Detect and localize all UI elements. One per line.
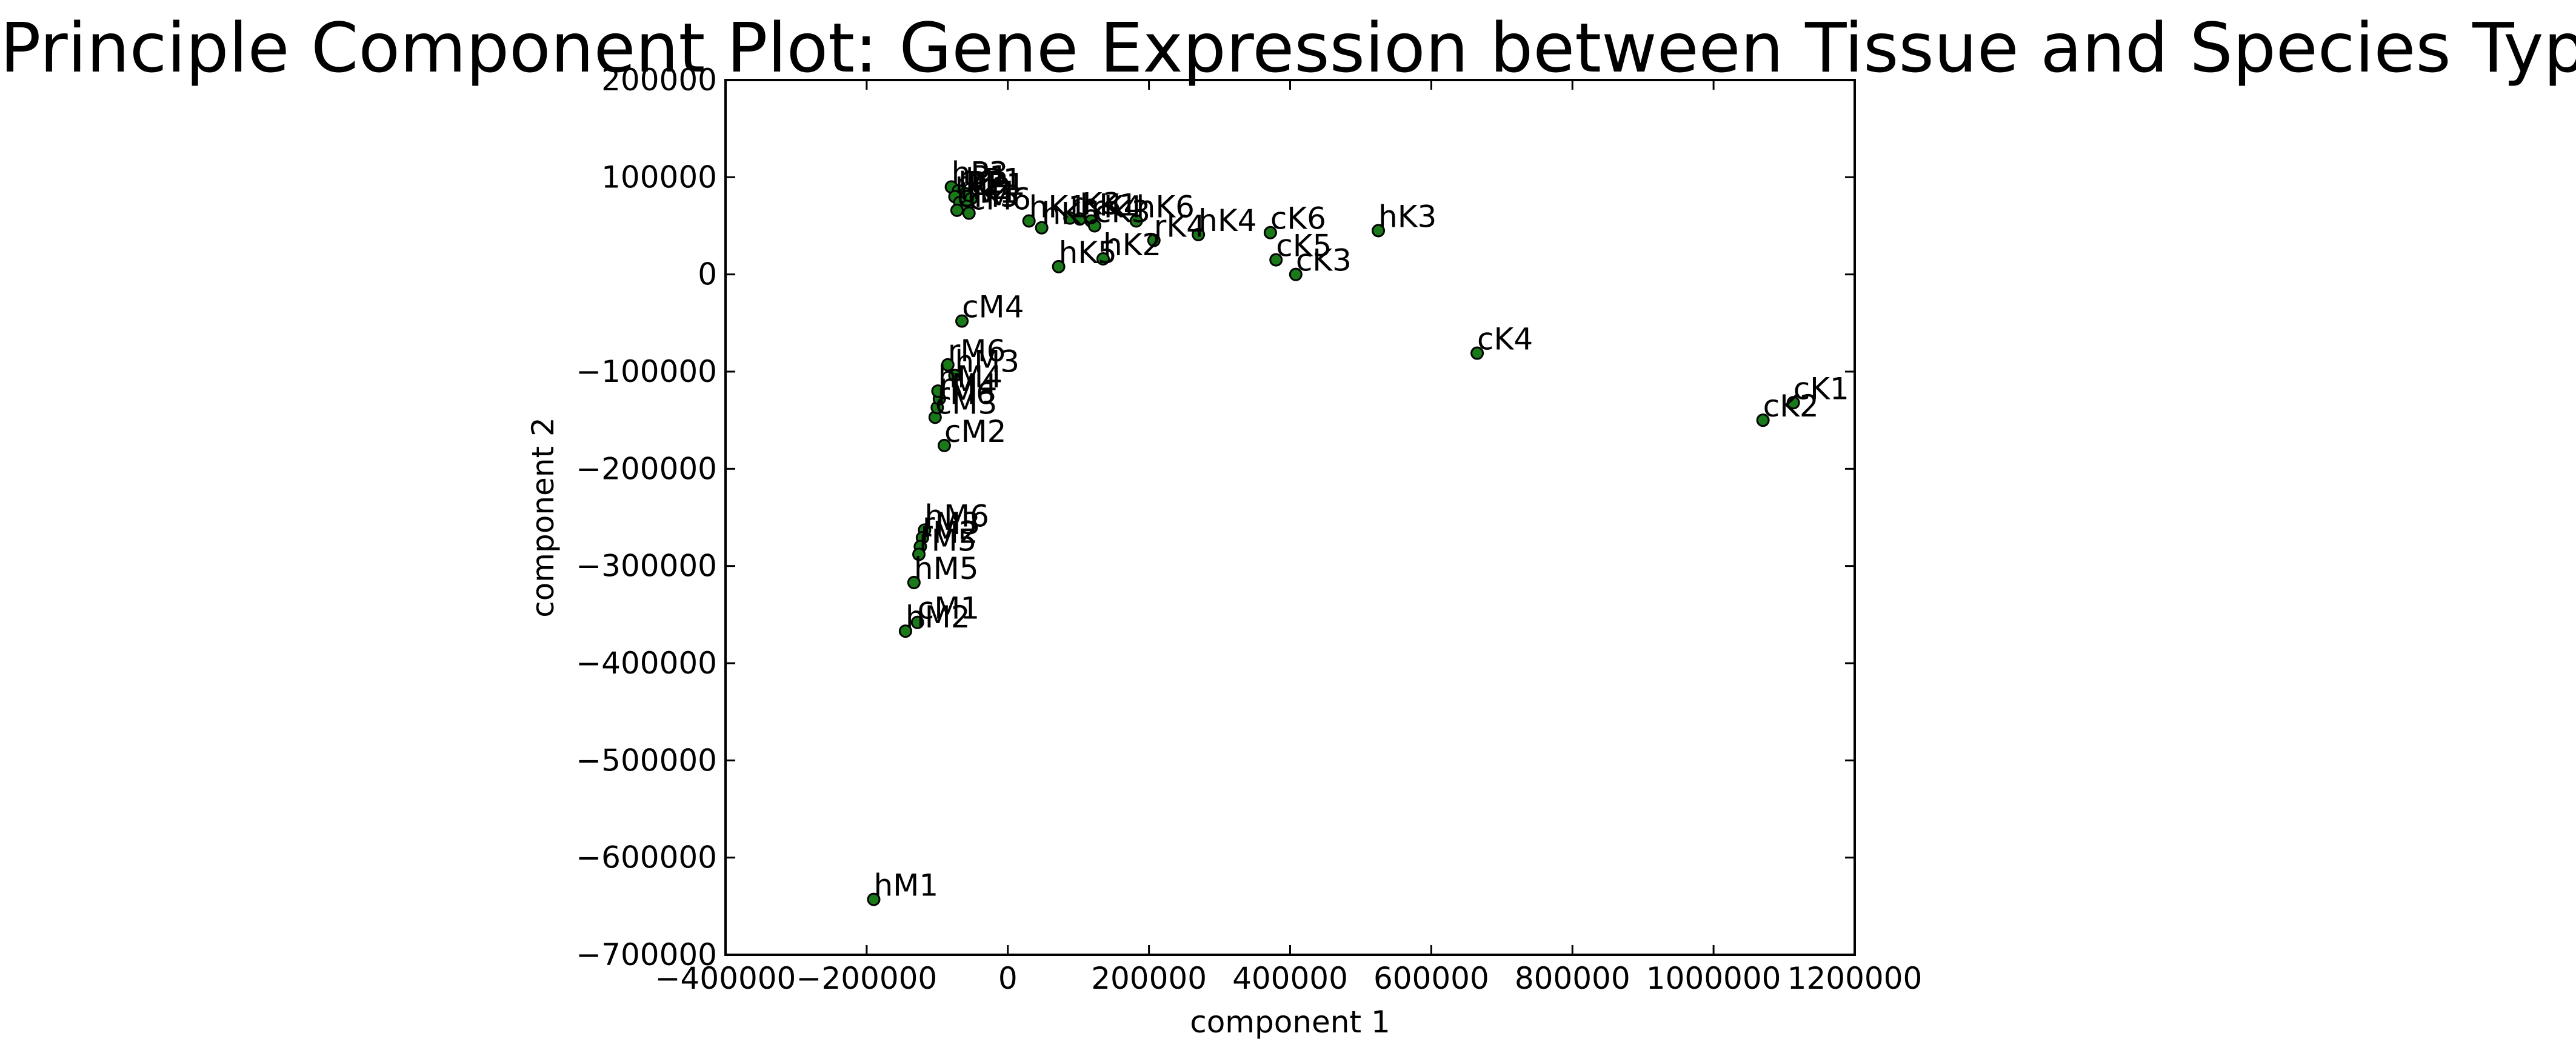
data-point-label: hK1 [1029,189,1087,224]
data-point-label: hM1 [874,868,939,903]
data-point [1470,346,1484,360]
y-tick-label: −400000 [576,646,717,681]
data-point-label: hK6 [1136,189,1195,224]
x-tick-label: −200000 [796,961,937,996]
data-point [955,314,969,328]
data-point-label: rK4 [1154,209,1206,244]
data-point [1147,233,1161,247]
y-tick-label: 0 [698,257,717,292]
data-point [1372,224,1386,238]
data-point-label: hK2 [1103,227,1161,262]
data-point-label: rK4 [1091,189,1143,224]
data-point-label: cK4 [1477,322,1533,357]
plot-frame [724,79,1856,956]
y-axis-title: component 2 [526,417,561,618]
data-point-label: hK4 [1198,203,1256,238]
data-point [912,547,926,561]
data-point-label: hK3 [1378,199,1436,235]
ticks-layer: −400000 −200000 0 200000 400000 600000 800000 1… [576,62,1922,996]
data-point [1269,253,1283,267]
x-tick-label: 800000 [1515,961,1630,996]
data-point-label: rM6 [937,376,995,411]
data-point-label: cM6 [969,182,1031,217]
data-point-label: rK1 [967,175,1018,210]
data-point [962,206,976,220]
data-point-label: hP1 [966,162,1023,198]
data-point [937,438,951,452]
data-point [898,624,912,638]
data-point-label: rM6 [948,333,1006,369]
y-tick-label: −500000 [576,743,717,778]
point-labels-layer: hM1hM2cM1hM5hM6rM3rM2rM5cM2cM3rM6rM4hM4h… [874,155,1849,903]
y-tick-label: 100000 [601,159,717,195]
data-point [941,358,955,372]
y-tick-label: −200000 [576,451,717,486]
data-point-label: cK6 [1270,201,1326,236]
data-point-label: rM3 [923,506,981,541]
data-point-label: cK3 [1095,195,1150,230]
x-tick-label: 400000 [1232,961,1348,996]
data-point [1263,226,1277,239]
x-tick-label: 200000 [1091,961,1207,996]
data-point-label: cK5 [1276,229,1332,264]
data-point [910,615,924,629]
data-point-label: hK6 [1042,196,1100,232]
x-axis-title: component 1 [1190,1005,1390,1040]
y-tick-label: −300000 [576,549,717,584]
data-point-label: hK1 [1080,187,1138,222]
data-point-label: hM5 [914,551,979,586]
x-tick-label: −400000 [655,961,796,996]
data-point [1035,221,1049,235]
x-tick-label: 600000 [1373,961,1489,996]
data-point-label: cK2 [1763,389,1819,424]
y-tick-label: −600000 [576,840,717,875]
data-point-label: rP1 [958,159,1009,195]
data-point-label: rM4 [939,367,998,403]
data-point-label: hM2 [906,600,970,635]
data-point [1192,227,1206,241]
data-point-label: rK3 [1070,187,1121,222]
data-point [1129,214,1143,228]
data-point-label: cM5 [957,179,1019,214]
data-point-label: rK2 [960,171,1012,206]
data-point [867,892,881,906]
data-point-label: hP3 [952,155,1009,190]
y-tick-label: −100000 [576,354,717,389]
data-point-label: cM2 [944,414,1006,449]
data-point-label: rM2 [920,515,978,550]
data-point [907,575,921,589]
data-point-label: hM3 [955,344,1019,379]
data-point [1087,219,1101,233]
data-point [1052,259,1066,273]
data-point-label: hM4 [938,359,1003,395]
data-point-label: cK3 [1296,243,1352,278]
data-point-label: hM6 [924,498,989,533]
data-point [931,384,945,398]
data-point-label: cK1 [1794,371,1849,406]
data-point-label: rP2 [955,165,1005,200]
points-layer [867,180,1800,906]
x-tick-label: 1200000 [1787,961,1923,996]
data-point-label: cM4 [962,290,1024,325]
chart-title: Principle Component Plot: Gene Expressio… [0,9,2576,88]
data-point-label: cP1 [971,167,1025,202]
data-point [948,369,962,383]
y-tick-label: 200000 [601,62,717,98]
x-tick-label: 0 [998,961,1018,996]
data-point [950,203,964,217]
data-point-label: cM1 [918,591,979,626]
data-point [1786,396,1800,410]
y-tick-label: −700000 [576,937,717,972]
x-tick-label: 1000000 [1646,961,1781,996]
data-point [1022,214,1036,228]
data-point-label: rM5 [919,523,977,558]
data-point [1289,267,1303,281]
data-point-label: hK5 [1059,235,1117,270]
data-point [1096,252,1110,266]
data-point [1756,413,1770,427]
data-point-label: cM3 [935,386,997,421]
